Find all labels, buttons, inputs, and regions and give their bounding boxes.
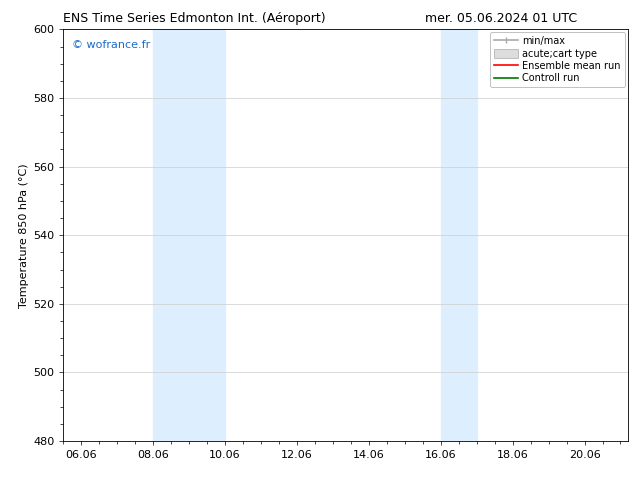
- Text: mer. 05.06.2024 01 UTC: mer. 05.06.2024 01 UTC: [425, 12, 577, 25]
- Bar: [441, 29, 477, 441]
- Text: © wofrance.fr: © wofrance.fr: [72, 40, 150, 49]
- Legend: min/max, acute;cart type, Ensemble mean run, Controll run: min/max, acute;cart type, Ensemble mean …: [490, 32, 624, 87]
- Y-axis label: Temperature 850 hPa (°C): Temperature 850 hPa (°C): [19, 163, 29, 308]
- Text: ENS Time Series Edmonton Int. (Aéroport): ENS Time Series Edmonton Int. (Aéroport): [63, 12, 326, 25]
- Bar: [153, 29, 225, 441]
